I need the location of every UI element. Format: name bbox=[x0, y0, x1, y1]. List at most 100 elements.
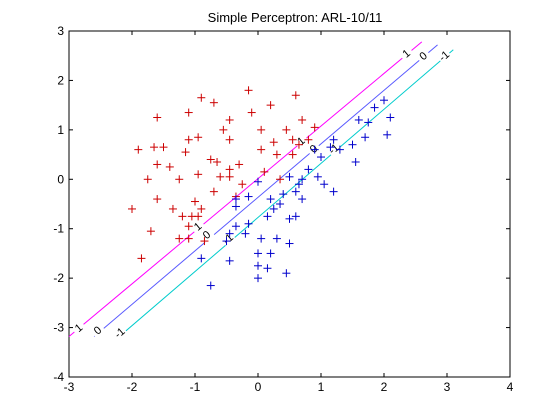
scatter-point-class-2 bbox=[329, 135, 338, 144]
scatter-point-class-1 bbox=[150, 143, 159, 152]
scatter-point-class-2 bbox=[254, 261, 262, 270]
contour-line bbox=[93, 44, 438, 337]
scatter-point-class-2 bbox=[244, 219, 253, 228]
scatter-point-class-1 bbox=[175, 175, 184, 184]
scatter-point-class-1 bbox=[310, 123, 319, 132]
scatter-point-class-2 bbox=[257, 234, 266, 243]
contour-label-background bbox=[110, 324, 128, 341]
scatter-point-class-2 bbox=[351, 157, 360, 166]
scatter-point-class-2 bbox=[222, 237, 231, 246]
contour-label-background bbox=[325, 140, 343, 158]
x-tick-label: 3 bbox=[444, 380, 451, 394]
y-tick-label: -3 bbox=[53, 321, 64, 335]
scatter-point-class-1 bbox=[257, 125, 266, 134]
scatter-point-class-2 bbox=[298, 175, 307, 184]
x-tick-label: -3 bbox=[64, 380, 75, 394]
scatter-point-class-2 bbox=[263, 264, 272, 273]
scatter-point-class-1 bbox=[175, 234, 184, 243]
scatter-point-class-1 bbox=[146, 227, 155, 236]
x-tick-label: -1 bbox=[190, 380, 201, 394]
scatter-point-class-2 bbox=[354, 115, 363, 124]
scatter-point-class-2 bbox=[317, 153, 325, 162]
contour-label-background bbox=[414, 47, 432, 65]
scatter-point-class-2 bbox=[206, 281, 215, 290]
contour-label-background bbox=[88, 321, 106, 339]
scatter-point-class-1 bbox=[269, 138, 278, 147]
scatter-points bbox=[128, 86, 395, 290]
scatter-point-class-1 bbox=[137, 254, 146, 263]
scatter-point-class-2 bbox=[291, 187, 300, 196]
x-tick-label: 0 bbox=[255, 380, 262, 394]
y-tick-label: -1 bbox=[53, 222, 64, 236]
scatter-point-class-2 bbox=[197, 254, 206, 263]
y-tick-label: 1 bbox=[57, 123, 64, 137]
scatter-point-class-1 bbox=[282, 125, 291, 134]
scatter-point-class-1 bbox=[191, 197, 199, 206]
contour-label-background bbox=[304, 140, 322, 158]
scatter-point-class-2 bbox=[310, 145, 319, 154]
scatter-point-class-2 bbox=[254, 249, 262, 258]
scatter-point-class-1 bbox=[209, 187, 218, 196]
scatter-point-class-2 bbox=[361, 133, 370, 142]
scatter-point-class-2 bbox=[276, 200, 285, 208]
scatter-point-class-1 bbox=[178, 212, 187, 221]
scatter-point-class-1 bbox=[165, 162, 174, 171]
scatter-point-class-2 bbox=[294, 180, 303, 189]
x-tick-label: 1 bbox=[318, 380, 325, 394]
scatter-point-class-2 bbox=[263, 212, 272, 221]
scatter-point-class-2 bbox=[329, 187, 338, 196]
scatter-point-class-1 bbox=[206, 155, 215, 164]
scatter-point-class-1 bbox=[134, 145, 143, 154]
scatter-point-class-2 bbox=[225, 229, 234, 238]
scatter-point-class-1 bbox=[244, 86, 253, 95]
scatter-point-class-2 bbox=[298, 195, 307, 204]
scatter-point-class-2 bbox=[348, 140, 357, 149]
scatter-point-class-1 bbox=[288, 150, 297, 159]
scatter-point-class-1 bbox=[153, 195, 162, 204]
scatter-point-class-1 bbox=[272, 150, 281, 159]
scatter-point-class-1 bbox=[247, 108, 256, 117]
contour-label-background bbox=[197, 226, 215, 244]
scatter-point-class-1 bbox=[260, 167, 269, 176]
scatter-point-class-1 bbox=[266, 101, 275, 110]
scatter-point-class-2 bbox=[380, 96, 388, 105]
plot-frame bbox=[68, 30, 511, 378]
scatter-point-class-2 bbox=[231, 222, 240, 231]
scatter-point-class-2 bbox=[364, 118, 373, 127]
scatter-point-class-1 bbox=[294, 140, 303, 149]
scatter-point-class-1 bbox=[159, 143, 168, 152]
scatter-point-class-1 bbox=[216, 172, 225, 181]
contour-label-background bbox=[219, 230, 237, 248]
scatter-point-class-1 bbox=[209, 98, 218, 107]
scatter-point-class-1 bbox=[225, 115, 234, 124]
scatter-point-class-2 bbox=[231, 195, 240, 204]
scatter-point-class-2 bbox=[304, 165, 313, 174]
scatter-point-class-2 bbox=[282, 269, 291, 278]
scatter-point-class-1 bbox=[143, 175, 152, 184]
contour-line bbox=[68, 41, 423, 337]
x-tick-label: -2 bbox=[127, 380, 138, 394]
scatter-point-class-1 bbox=[184, 234, 193, 243]
scatter-point-class-1 bbox=[194, 133, 203, 142]
scatter-point-class-2 bbox=[269, 204, 278, 213]
scatter-point-class-1 bbox=[238, 180, 247, 189]
scatter-point-class-1 bbox=[168, 204, 177, 213]
scatter-point-class-2 bbox=[313, 172, 322, 181]
scatter-point-class-1 bbox=[225, 172, 234, 181]
scatter-point-class-1 bbox=[235, 160, 244, 169]
scatter-point-class-1 bbox=[219, 125, 228, 134]
x-tick-label: 4 bbox=[507, 380, 514, 394]
scatter-point-class-2 bbox=[320, 180, 329, 189]
scatter-point-class-1 bbox=[298, 115, 307, 124]
contour-label-background bbox=[69, 319, 87, 337]
scatter-point-class-1 bbox=[197, 93, 206, 102]
scatter-point-class-1 bbox=[153, 113, 162, 122]
scatter-point-class-2 bbox=[285, 239, 294, 248]
scatter-point-class-2 bbox=[326, 143, 335, 152]
scatter-point-class-2 bbox=[225, 256, 234, 265]
y-axis: -4 -3 -2 -1 0 1 2 3 bbox=[53, 24, 510, 384]
scatter-point-class-1 bbox=[200, 237, 209, 246]
scatter-point-class-2 bbox=[231, 202, 240, 211]
